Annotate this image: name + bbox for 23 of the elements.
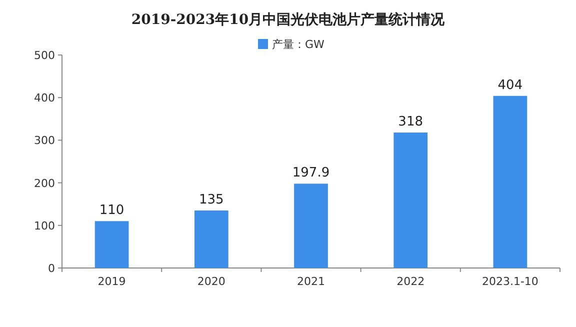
y-tick-label: 100 (34, 219, 55, 232)
x-tick-label: 2019 (98, 275, 126, 288)
bar (94, 221, 129, 268)
y-tick-label: 300 (34, 134, 55, 148)
chart-title: 2019-2023年10月中国光伏电池片产量统计情况 (131, 11, 446, 28)
data-label: 318 (398, 114, 424, 130)
data-label: 197.9 (292, 166, 330, 181)
x-tick-label: 2023.1-10 (482, 275, 538, 288)
x-tick-label: 2020 (197, 275, 226, 288)
bar (493, 96, 528, 268)
data-label: 135 (198, 192, 224, 208)
bar (294, 184, 328, 268)
data-label: 404 (498, 78, 523, 93)
y-tick-label: 500 (34, 49, 55, 62)
bar (194, 210, 228, 268)
bar (394, 132, 428, 268)
y-tick-label: 200 (34, 176, 55, 190)
y-tick-label: 0 (48, 262, 55, 275)
x-tick-label: 2021 (297, 275, 325, 288)
legend-label: 产量：GW (272, 38, 325, 51)
y-tick-label: 400 (34, 92, 55, 105)
data-label: 110 (99, 203, 124, 218)
x-tick-label: 2022 (396, 275, 425, 288)
